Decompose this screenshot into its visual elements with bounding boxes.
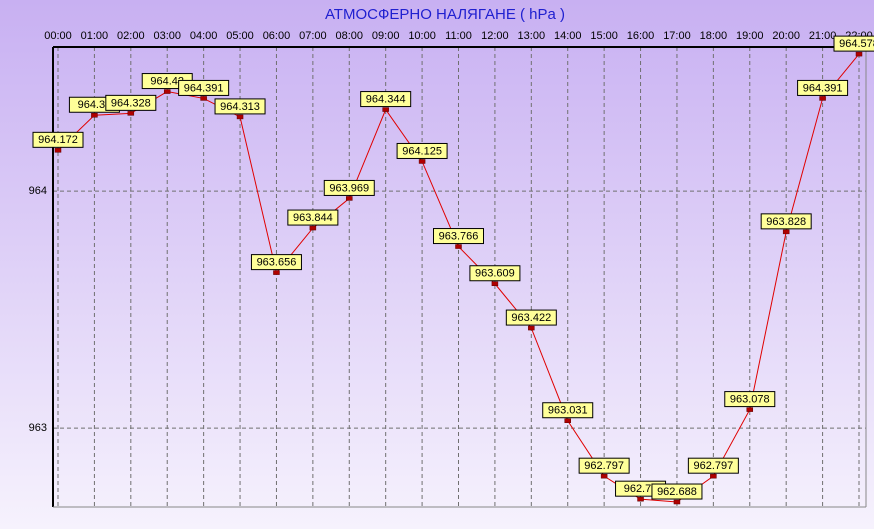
point	[418, 159, 426, 164]
label-box	[469, 265, 521, 282]
point	[309, 225, 317, 231]
point	[710, 473, 717, 479]
x-tick-label: 17:00	[663, 30, 691, 42]
data-label: 964.32	[78, 99, 112, 111]
label-box	[433, 228, 484, 245]
label-box	[214, 98, 266, 115]
x-tick-label: 12:00	[481, 30, 509, 42]
x-tick-label: 09:00	[372, 30, 400, 42]
data-label: 964.344	[366, 93, 406, 105]
point	[819, 96, 826, 101]
point	[746, 407, 754, 412]
point	[127, 111, 135, 116]
point	[54, 148, 62, 153]
data-label: 963.828	[766, 216, 806, 228]
point	[346, 196, 353, 201]
x-tick-label: 01:00	[81, 30, 109, 42]
data-label: 963.078	[730, 394, 770, 406]
label-box	[760, 213, 812, 230]
x-tick-label: 08:00	[336, 30, 364, 42]
data-label: 964.391	[184, 82, 224, 94]
point	[91, 113, 98, 118]
point	[564, 418, 571, 423]
data-label: 962.688	[657, 486, 697, 498]
x-tick-label: 20:00	[772, 30, 800, 42]
data-label: 962.70	[624, 483, 658, 495]
data-label: 963.031	[548, 405, 588, 417]
chart-title: АТМОСФЕРНО НАЛЯГАНЕ ( hPa )	[325, 6, 565, 23]
point	[528, 325, 535, 331]
x-tick-label: 14:00	[554, 30, 582, 42]
data-label: 964.391	[803, 82, 843, 94]
label-box	[178, 79, 230, 96]
point	[673, 499, 681, 505]
x-tick-label: 07:00	[299, 30, 327, 42]
x-tick-label: 06:00	[263, 30, 291, 42]
data-label: 964.172	[38, 134, 78, 146]
label-box	[505, 309, 557, 326]
data-label: 964.313	[220, 101, 260, 113]
point	[782, 229, 790, 235]
label-box	[687, 457, 739, 474]
point	[273, 270, 280, 275]
data-label: 964.42	[150, 75, 184, 87]
x-tick-label: 16:00	[627, 30, 655, 42]
data-label: 963.609	[475, 268, 515, 280]
data-label: 962.797	[693, 460, 733, 472]
data-label: 962.797	[584, 460, 624, 472]
x-tick-label: 21:00	[809, 30, 837, 42]
point	[236, 114, 244, 120]
x-tick-label: 18:00	[700, 30, 728, 42]
data-label: 963.422	[511, 312, 551, 324]
label-box	[250, 254, 302, 271]
data-label: 963.969	[329, 182, 369, 194]
data-label: 963.766	[439, 230, 479, 242]
label-box	[32, 131, 84, 148]
x-tick-label: 19:00	[736, 30, 764, 42]
x-tick-label: 13:00	[518, 30, 546, 42]
data-label: 963.656	[257, 257, 297, 269]
data-label: 964.328	[111, 97, 151, 109]
label-box	[105, 94, 157, 111]
label-box	[360, 91, 412, 108]
label-box	[287, 209, 339, 226]
label-box	[542, 402, 594, 419]
point	[637, 496, 644, 502]
label-box	[323, 179, 375, 196]
point	[600, 473, 608, 479]
point	[382, 107, 389, 112]
point	[491, 281, 499, 287]
data-label: 963.844	[293, 212, 333, 224]
label-box	[797, 79, 849, 96]
label-box	[833, 35, 874, 52]
label-box	[651, 483, 703, 500]
x-tick-label: 00:00	[44, 30, 72, 42]
y-tick-label: 963	[29, 422, 47, 434]
x-tick-label: 05:00	[226, 30, 254, 42]
x-tick-label: 04:00	[190, 30, 218, 42]
point	[200, 96, 207, 101]
data-label: 964.125	[402, 145, 442, 157]
x-tick-label: 11:00	[445, 30, 472, 42]
data-label: 964.578	[839, 38, 874, 50]
label-box	[396, 142, 448, 159]
point	[455, 244, 462, 249]
x-tick-label: 15:00	[590, 30, 618, 42]
label-box	[724, 391, 776, 408]
point	[855, 51, 863, 57]
x-tick-label: 02:00	[117, 30, 145, 42]
label-box	[578, 457, 630, 474]
x-tick-label: 10:00	[408, 30, 436, 42]
x-tick-label: 03:00	[153, 30, 181, 42]
point	[163, 89, 171, 94]
y-tick-label: 964	[29, 185, 47, 197]
